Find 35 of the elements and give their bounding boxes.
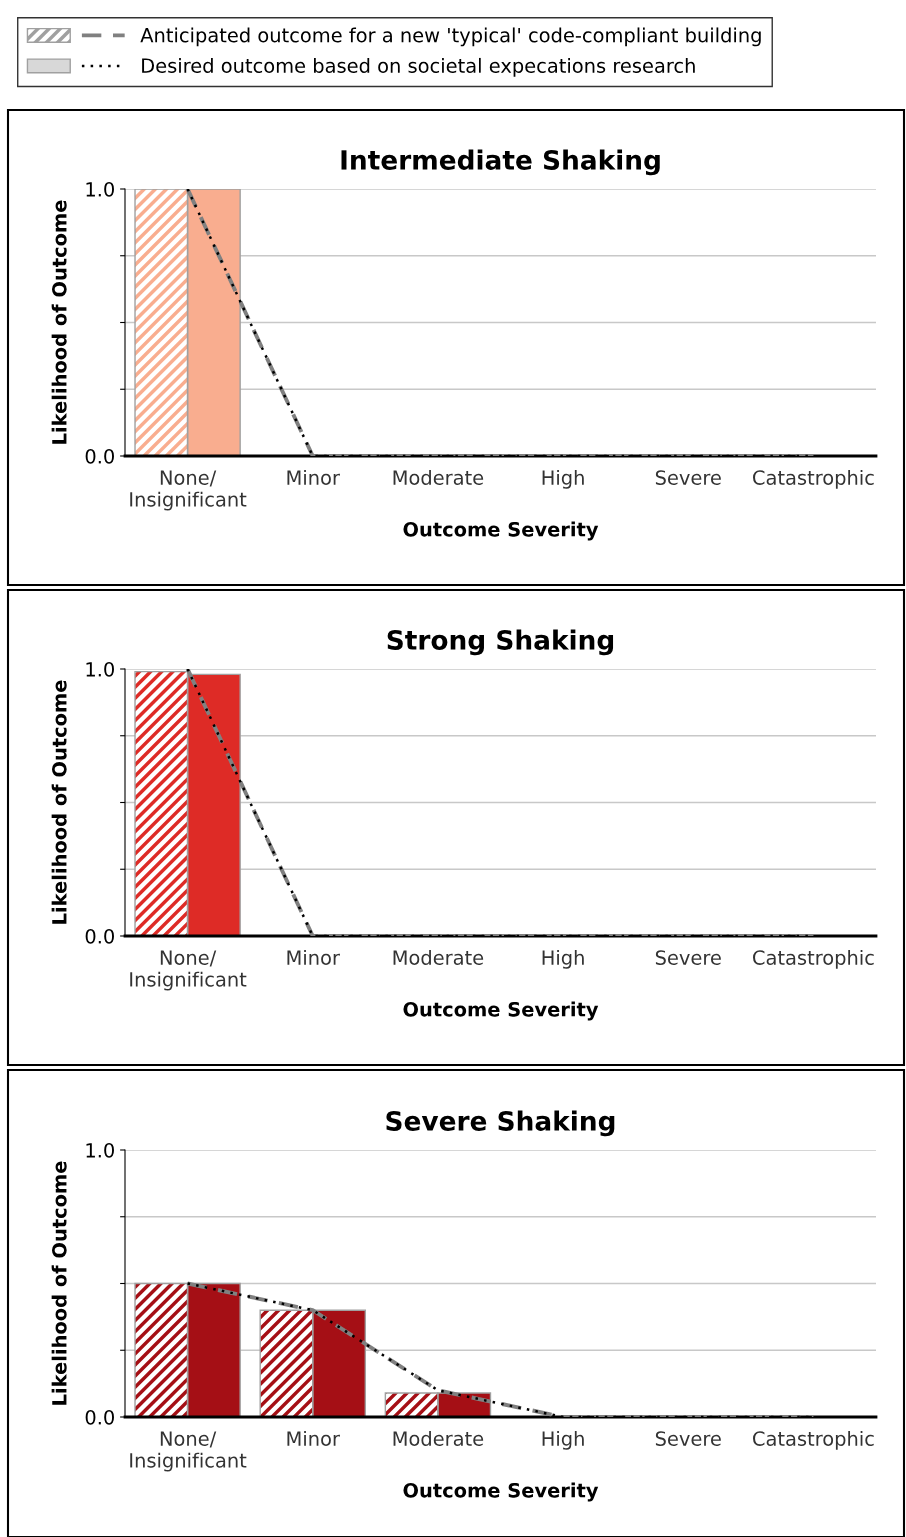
y-tick-label: 1.0 bbox=[86, 1142, 114, 1158]
x-tick-label: Severe bbox=[655, 1431, 721, 1446]
y-tick-label: 1.0 bbox=[86, 661, 114, 677]
chart-title: Severe Shaking bbox=[386, 1110, 615, 1137]
y-tick-label: 0.0 bbox=[85, 1409, 114, 1425]
x-tick-label: Moderate bbox=[393, 1430, 484, 1446]
x-tick-label: Minor bbox=[287, 1430, 340, 1446]
y-tick-label: 0.0 bbox=[85, 448, 114, 464]
chart-title: Strong Shaking bbox=[387, 629, 614, 656]
x-tick-label: High bbox=[542, 1430, 584, 1450]
x-tick-label: Severe bbox=[655, 950, 721, 965]
x-tick-label: Moderate bbox=[393, 469, 484, 485]
x-tick-label: None/ Insignificant bbox=[130, 470, 247, 511]
legend-label: Anticipated outcome for a new 'typical' code-compliant building bbox=[140, 27, 761, 47]
x-axis-title: Outcome Severity bbox=[403, 1001, 599, 1021]
legend-label: Desired outcome based on societal expecations research bbox=[142, 57, 695, 77]
x-tick-label: None/ Insignificant bbox=[130, 950, 247, 991]
y-axis-title: Likelihood of Outcome bbox=[51, 1161, 67, 1405]
x-tick-label: High bbox=[542, 949, 584, 969]
y-axis-title: Likelihood of Outcome bbox=[51, 200, 67, 444]
x-tick-label: Severe bbox=[655, 470, 721, 485]
x-tick-label: Catastrophic bbox=[753, 1430, 874, 1450]
x-tick-label: Catastrophic bbox=[753, 949, 874, 969]
x-tick-label: Minor bbox=[287, 469, 340, 485]
x-tick-label: Minor bbox=[287, 949, 340, 965]
y-tick-label: 0.0 bbox=[85, 928, 114, 944]
x-tick-label: Catastrophic bbox=[753, 469, 874, 489]
y-tick-label: 1.0 bbox=[86, 181, 114, 197]
x-tick-label: High bbox=[542, 469, 584, 489]
x-axis-title: Outcome Severity bbox=[403, 1482, 599, 1502]
x-tick-label: None/ Insignificant bbox=[130, 1431, 247, 1472]
x-axis-title: Outcome Severity bbox=[403, 521, 599, 541]
y-axis-title: Likelihood of Outcome bbox=[51, 680, 67, 924]
chart-title: Intermediate Shaking bbox=[341, 149, 660, 176]
x-tick-label: Moderate bbox=[393, 949, 484, 965]
